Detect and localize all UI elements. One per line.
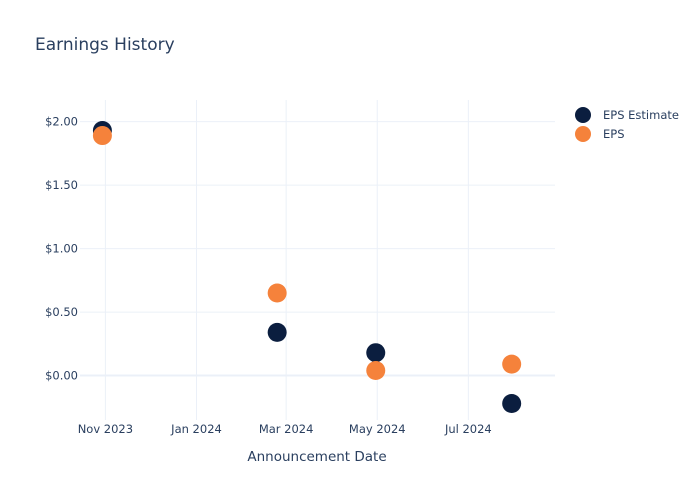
data-point xyxy=(366,343,386,363)
data-point xyxy=(366,360,386,380)
y-tick-label: $1.50 xyxy=(45,178,78,192)
x-tick-label: May 2024 xyxy=(349,422,406,436)
data-point xyxy=(92,126,112,146)
legend-marker xyxy=(575,107,591,123)
data-point xyxy=(502,354,522,374)
y-tick-label: $2.00 xyxy=(45,115,78,129)
legend-label: EPS Estimate xyxy=(603,108,679,122)
data-point xyxy=(267,283,287,303)
x-tick-label: Jul 2024 xyxy=(444,422,492,436)
legend-marker xyxy=(575,126,591,142)
series-eps xyxy=(92,126,522,380)
x-tick-label: Nov 2023 xyxy=(78,422,133,436)
axis-ticks: Nov 2023 Jan 2024 Mar 2024 May 2024 Jul 2024… xyxy=(45,115,492,436)
data-points xyxy=(92,120,522,413)
data-point xyxy=(502,393,522,413)
y-tick-label: $1.00 xyxy=(45,242,78,256)
grid xyxy=(80,100,555,420)
legend-label: EPS xyxy=(603,127,625,141)
chart-title: Earnings History xyxy=(35,35,175,55)
x-tick-label: Mar 2024 xyxy=(259,422,314,436)
x-tick-label: Jan 2024 xyxy=(170,422,222,436)
y-tick-label: $0.50 xyxy=(45,305,78,319)
legend: EPS Estimate EPS xyxy=(575,107,679,142)
series-eps-estimate xyxy=(92,120,522,413)
x-axis-title: Announcement Date xyxy=(247,449,386,465)
data-point xyxy=(267,322,287,342)
y-tick-label: $0.00 xyxy=(45,369,78,383)
